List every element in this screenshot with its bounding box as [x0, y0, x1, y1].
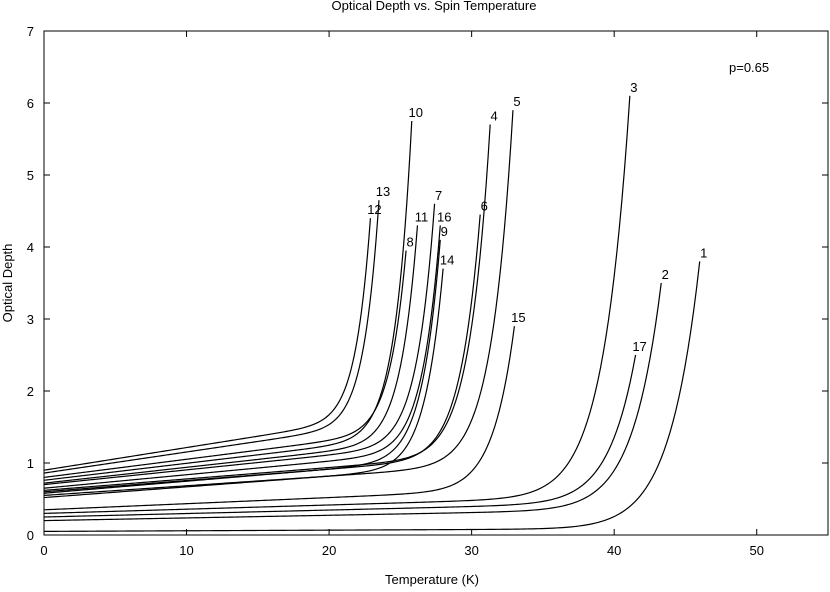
curve-label-10: 10 — [409, 105, 423, 120]
curve-9 — [43, 239, 441, 494]
x-tick-label: 0 — [40, 543, 47, 558]
plot-frame — [43, 30, 829, 536]
y-tick-label: 6 — [27, 96, 34, 111]
curve-label-5: 5 — [513, 94, 520, 109]
x-tick-label: 40 — [607, 543, 621, 558]
y-axis-label: Optical Depth — [0, 244, 15, 323]
x-axis-label: Temperature (K) — [385, 572, 479, 587]
curve-label-11: 11 — [415, 209, 429, 224]
curve-3 — [43, 95, 631, 514]
y-tick-label: 3 — [27, 312, 34, 327]
curve-13 — [43, 200, 380, 474]
curve-14 — [43, 268, 444, 499]
x-tick-label: 10 — [179, 543, 193, 558]
curve-7 — [43, 203, 436, 486]
x-tick-label: 20 — [322, 543, 336, 558]
curve-1 — [43, 261, 701, 532]
curve-label-7: 7 — [435, 188, 442, 203]
y-tick-label: 0 — [27, 528, 34, 543]
curve-label-8: 8 — [406, 235, 413, 250]
curve-2 — [43, 282, 662, 522]
curve-label-6: 6 — [481, 199, 488, 214]
y-tick-label: 1 — [27, 456, 34, 471]
x-tick-label: 50 — [749, 543, 763, 558]
chart-title: Optical Depth vs. Spin Temperature — [332, 0, 537, 13]
curve-15 — [43, 326, 515, 511]
curve-label-15: 15 — [511, 310, 525, 325]
x-axis: 0 10 20 30 40 50 — [40, 31, 764, 558]
curve-17 — [43, 354, 637, 518]
curves — [43, 95, 701, 532]
y-tick-label: 4 — [27, 240, 34, 255]
curve-label-2: 2 — [662, 267, 669, 282]
curve-11 — [43, 225, 419, 484]
curve-label-14: 14 — [440, 253, 454, 268]
curve-label-9: 9 — [441, 224, 448, 239]
curve-label-12: 12 — [367, 202, 381, 217]
curve-label-1: 1 — [700, 245, 707, 260]
curve-5 — [43, 110, 514, 496]
p-annotation: p=0.65 — [729, 60, 769, 75]
curve-label-17: 17 — [632, 339, 646, 354]
curve-label-13: 13 — [376, 184, 390, 199]
y-tick-label: 7 — [27, 24, 34, 39]
curve-16 — [43, 225, 441, 489]
curve-label-3: 3 — [630, 80, 637, 95]
y-tick-label: 5 — [27, 168, 34, 183]
curve-10 — [43, 120, 413, 481]
x-tick-label: 30 — [464, 543, 478, 558]
curve-label-16: 16 — [437, 209, 451, 224]
curve-4 — [43, 124, 491, 491]
curve-8 — [43, 250, 407, 478]
y-tick-label: 2 — [27, 384, 34, 399]
curve-label-4: 4 — [491, 109, 498, 124]
curve-12 — [43, 218, 372, 471]
